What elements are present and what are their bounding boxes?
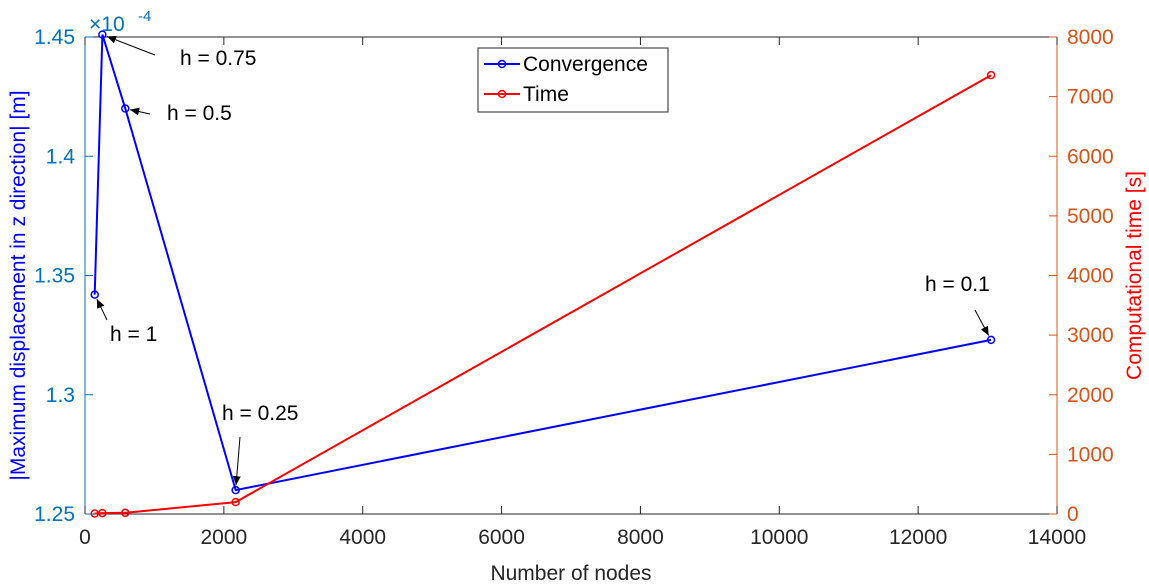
annotation-label: h = 0.5 (167, 102, 232, 125)
right-tick-label: 4000 (1067, 265, 1114, 288)
series-layer (90, 30, 996, 518)
legend-label-time: Time (523, 83, 569, 106)
series-point-convergence (98, 30, 107, 39)
left-axis-label: |Maximum displacement in z direction| [m… (7, 90, 30, 480)
x-tick-label: 0 (79, 526, 91, 549)
left-tick-label: 1.45 (34, 26, 75, 49)
series-point-time (98, 508, 107, 518)
annotation-label: h = 0.1 (925, 273, 990, 296)
series-point-time (986, 70, 996, 80)
annotation-arrow (974, 309, 990, 336)
left-tick-label: 1.4 (46, 145, 76, 168)
series-point-time (231, 497, 240, 507)
legend-box (477, 47, 669, 113)
annotation-arrow (130, 107, 151, 116)
legend-marker-time (497, 89, 507, 99)
x-tick-label: 14000 (1028, 526, 1086, 549)
right-tick-label: 7000 (1067, 86, 1114, 109)
right-tick-label: 5000 (1067, 205, 1114, 228)
annotation-label: h = 0.75 (180, 47, 256, 70)
annotation-layer: h = 1 h = 0.75 h = 0.5 h = 0.25 h = 0.1 (96, 35, 990, 486)
right-tick-label: 1000 (1067, 443, 1114, 466)
left-axis-exponent-base: ×10 (89, 13, 125, 36)
series-point-convergence (90, 290, 99, 299)
right-tick-label: 6000 (1067, 145, 1114, 168)
legend-label-convergence: Convergence (523, 53, 648, 76)
legend: Convergence Time (477, 47, 669, 113)
x-tick-label: 6000 (478, 526, 525, 549)
x-tick-label: 10000 (750, 526, 808, 549)
x-tick-label: 2000 (200, 526, 247, 549)
series-point-time (121, 508, 130, 518)
left-tick-label: 1.35 (34, 265, 75, 288)
axis-labels: ×10 -4 Number of nodes |Maximum displacemen… (7, 8, 1146, 585)
annotation-label: h = 1 (110, 323, 157, 346)
x-tick-label: 4000 (339, 526, 386, 549)
left-tick-label: 1.25 (34, 503, 75, 526)
x-axis-label: Number of nodes (490, 562, 651, 585)
right-tick-label: 0 (1067, 503, 1079, 526)
left-tick-label: 1.3 (46, 384, 75, 407)
annotation-arrow (106, 35, 156, 56)
right-tick-label: 3000 (1067, 324, 1114, 347)
plot-area (85, 37, 1057, 514)
right-tick-label: 2000 (1067, 384, 1114, 407)
left-axis-exponent-power: -4 (138, 8, 151, 25)
series-line-time (94, 74, 992, 515)
annotation-arrow (96, 298, 108, 321)
right-tick-label: 8000 (1067, 26, 1114, 49)
series-point-convergence (231, 485, 240, 495)
series-point-convergence (121, 104, 130, 113)
right-axis-label: Computational time [s] (1123, 171, 1146, 380)
series-point-convergence (986, 335, 996, 345)
series-line-convergence (93, 34, 992, 492)
annotation-label: h = 0.25 (222, 402, 298, 425)
annotation-arrow (232, 436, 241, 486)
legend-marker-convergence (497, 59, 507, 69)
x-tick-label: 12000 (889, 526, 947, 549)
x-tick-label: 8000 (617, 526, 664, 549)
axes-layer: 0 2000 4000 6000 8000 10000 12000 140001.251.31… (34, 26, 1114, 549)
